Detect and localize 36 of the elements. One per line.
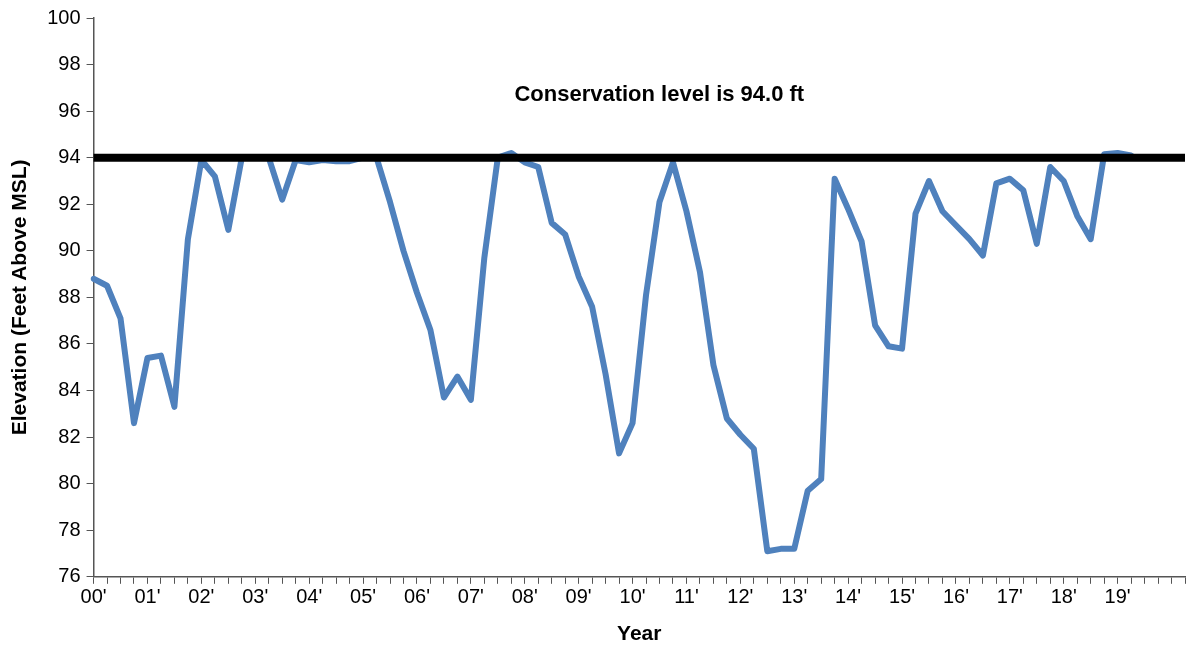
y-tick-label: 98: [58, 52, 81, 75]
x-tick-label: 02': [188, 585, 215, 608]
y-tick-label: 82: [58, 424, 81, 447]
x-axis-title: Year: [617, 621, 662, 645]
x-tick-label: 15': [889, 585, 916, 608]
x-tick-label: 05': [350, 585, 377, 608]
x-tick-label: 14': [835, 585, 862, 608]
x-tick-label: 01': [134, 585, 161, 608]
x-tick-label: 19': [1104, 585, 1131, 608]
x-tick-label: 12': [727, 585, 754, 608]
x-tick-label: 03': [242, 585, 269, 608]
x-tick-label: 06': [403, 585, 430, 608]
x-tick-label: 07': [457, 585, 484, 608]
y-tick-label: 96: [58, 98, 81, 121]
y-tick-label: 76: [58, 564, 81, 587]
x-tick-label: 17': [996, 585, 1023, 608]
y-tick-label: 90: [58, 238, 81, 261]
x-tick-label: 16': [942, 585, 969, 608]
y-axis-title: Elevation (Feet Above MSL): [7, 159, 31, 436]
y-tick-label: 84: [58, 378, 81, 401]
y-tick-label: 86: [58, 331, 81, 354]
y-tick-label: 94: [58, 145, 81, 168]
y-tick-label: 78: [58, 517, 81, 540]
x-tick-label: 04': [296, 585, 323, 608]
x-tick-label: 00': [80, 585, 107, 608]
x-tick-label: 13': [781, 585, 808, 608]
y-tick-label: 80: [58, 471, 81, 494]
x-tick-label: 18': [1050, 585, 1077, 608]
y-tick-label: 92: [58, 191, 81, 214]
x-tick-label: 11': [674, 585, 699, 608]
x-tick-label: 10': [619, 585, 646, 608]
ref-line-label: Conservation level is 94.0 ft: [514, 80, 805, 106]
x-tick-label: 08': [511, 585, 538, 608]
y-tick-label: 88: [58, 284, 81, 307]
x-tick-label: 09': [565, 585, 592, 608]
y-tick-label: 100: [47, 5, 81, 28]
